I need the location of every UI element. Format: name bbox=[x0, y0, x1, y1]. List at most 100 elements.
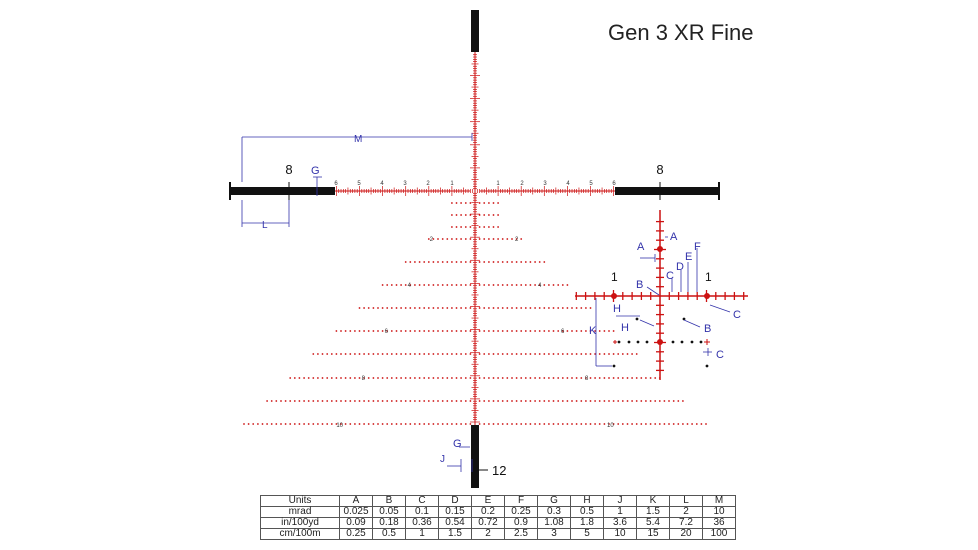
holdover-dot bbox=[464, 330, 467, 332]
holdover-dot bbox=[515, 284, 518, 286]
holdover-dot bbox=[534, 353, 536, 355]
inset-label-K: K bbox=[589, 325, 597, 337]
holdover-dot bbox=[598, 423, 601, 425]
holdover-dot bbox=[612, 377, 615, 379]
holdover-dot bbox=[358, 330, 361, 332]
holdover-dot bbox=[344, 353, 347, 355]
holdover-dot bbox=[501, 261, 504, 263]
holdover-dot bbox=[432, 261, 435, 263]
holdover-dot bbox=[409, 261, 412, 263]
holdover-dot bbox=[349, 353, 352, 355]
holdover-dot bbox=[437, 400, 439, 402]
holdover-dot bbox=[524, 423, 527, 425]
holdover-dot bbox=[492, 400, 495, 402]
inset-black-dot bbox=[682, 317, 686, 321]
holdover-dot bbox=[635, 423, 638, 425]
holdover-dot bbox=[511, 400, 513, 402]
holdover-dot bbox=[483, 400, 486, 402]
holdover-dot bbox=[585, 377, 587, 379]
holdover-dot bbox=[414, 377, 416, 379]
table-row: cm/100m 0.25 0.5 1 1.5 2 2.5 3 5 10 15 20 100 bbox=[260, 528, 736, 540]
holdover-dot bbox=[538, 284, 541, 286]
holdover-dot bbox=[497, 307, 499, 309]
holdover-dot bbox=[548, 377, 550, 379]
holdover-dot bbox=[631, 377, 633, 379]
table-cell: 5.4 bbox=[636, 517, 670, 529]
holdover-dot bbox=[451, 284, 453, 286]
inset-ticks bbox=[575, 220, 745, 372]
holdover-dot bbox=[543, 400, 546, 402]
holdover-dot bbox=[524, 377, 527, 379]
holdover-dot bbox=[377, 423, 379, 425]
holdover-dot bbox=[464, 226, 467, 228]
inset-black-dot bbox=[635, 317, 639, 321]
holdover-dot bbox=[455, 261, 458, 263]
holdover-dot bbox=[524, 400, 527, 402]
holdover-dot bbox=[538, 307, 541, 309]
holdover-dot bbox=[571, 307, 573, 309]
holdover-dot bbox=[640, 423, 643, 425]
table-header-cell: D bbox=[438, 495, 472, 507]
holdover-dot bbox=[303, 377, 305, 379]
holdover-dot bbox=[529, 400, 532, 402]
holdover-dot bbox=[501, 330, 504, 332]
holdover-dot bbox=[571, 423, 573, 425]
holdover-dot bbox=[631, 353, 633, 355]
holdover-dot bbox=[483, 353, 486, 355]
holdover-dot bbox=[561, 353, 564, 355]
holdover-dot bbox=[344, 423, 347, 425]
holdover-dot bbox=[506, 238, 509, 240]
holdover-dot bbox=[589, 423, 592, 425]
holdover-dot bbox=[506, 423, 509, 425]
holdover-dot bbox=[635, 353, 638, 355]
holdover-dot bbox=[538, 353, 541, 355]
holdover-dot bbox=[566, 330, 569, 332]
holdover-dot bbox=[654, 423, 657, 425]
holdover-dot bbox=[469, 353, 472, 355]
inset-label-E: E bbox=[685, 251, 692, 263]
holdover-dot bbox=[243, 423, 245, 425]
table-cell: 0.18 bbox=[372, 517, 406, 529]
holdover-dot bbox=[280, 400, 282, 402]
holdover-dot bbox=[307, 400, 310, 402]
holdover-dot bbox=[307, 377, 310, 379]
holdover-dot bbox=[372, 307, 375, 309]
holdover-dot bbox=[418, 330, 421, 332]
holdover-dot bbox=[293, 377, 296, 379]
holdover-dot bbox=[497, 238, 499, 240]
holdover-dot bbox=[603, 423, 606, 425]
inset-black-dot bbox=[627, 340, 631, 344]
table-cell: 1.5 bbox=[438, 528, 472, 540]
holdover-dot bbox=[409, 284, 412, 286]
holdover-dot bbox=[460, 377, 462, 379]
holdover-dot bbox=[381, 284, 384, 286]
holdover-dot bbox=[626, 423, 629, 425]
holdover-labels: 2 2 4 4 6 6 8 8 10 10 bbox=[336, 237, 614, 429]
holdover-dot bbox=[464, 353, 467, 355]
table-cell: 0.09 bbox=[339, 517, 373, 529]
holdover-dot bbox=[446, 284, 449, 286]
holdover-dot bbox=[497, 353, 499, 355]
holdover-dot bbox=[603, 377, 606, 379]
holdover-dot bbox=[631, 423, 633, 425]
table-cell: 0.36 bbox=[405, 517, 439, 529]
holdover-dot bbox=[483, 377, 486, 379]
holdover-dot bbox=[621, 400, 624, 402]
holdover-dot bbox=[612, 330, 615, 332]
holdover-dot bbox=[608, 400, 610, 402]
holdover-dot bbox=[460, 400, 462, 402]
table-cell: in/100yd bbox=[260, 517, 340, 529]
holdover-dot bbox=[557, 307, 560, 309]
holdover-dot bbox=[446, 238, 449, 240]
holdover-dot bbox=[483, 307, 486, 309]
holdover-dot bbox=[506, 400, 509, 402]
table-header-cell: J bbox=[603, 495, 637, 507]
holdover-dot bbox=[515, 400, 518, 402]
holdover-dot bbox=[589, 400, 592, 402]
holdover-dot bbox=[326, 377, 329, 379]
holdover-dot bbox=[446, 307, 449, 309]
scale-label-left-5: 5 bbox=[357, 181, 361, 187]
holdover-dot bbox=[460, 202, 462, 204]
holdover-dot bbox=[441, 330, 444, 332]
table-cell: 10 bbox=[702, 506, 736, 518]
